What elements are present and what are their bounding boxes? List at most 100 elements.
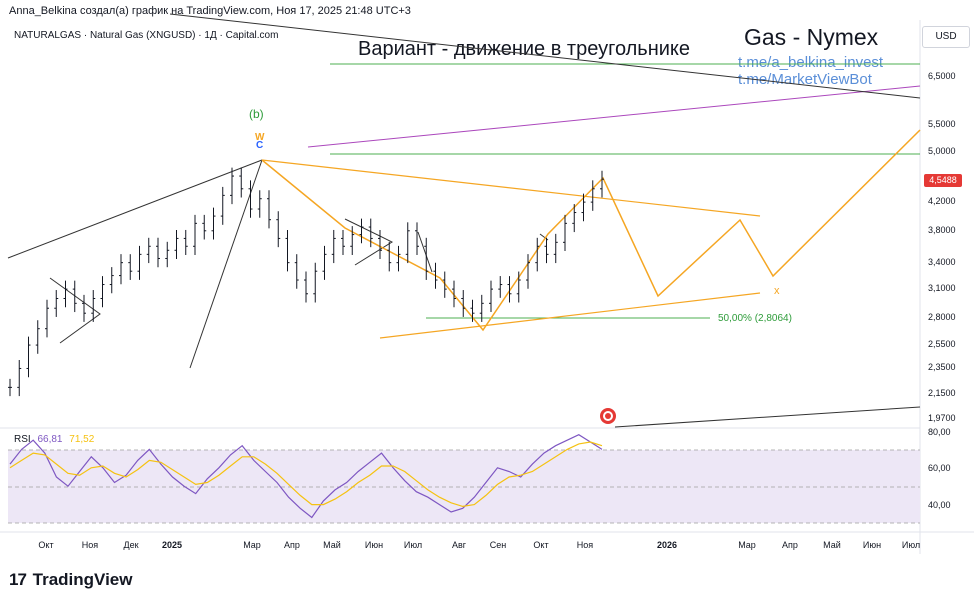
dark-support-line xyxy=(614,406,921,428)
time-tick: Апр xyxy=(284,540,300,550)
telegram-link-bot[interactable]: t.me/MarketViewBot xyxy=(738,71,872,88)
time-tick: Июл xyxy=(901,540,921,550)
time-tick: Окт xyxy=(38,540,54,550)
ohlc-bar xyxy=(442,271,447,298)
ohlc-bar xyxy=(109,267,114,294)
rsi-tick: 60,00 xyxy=(928,463,951,473)
time-tick: Июн xyxy=(862,540,882,550)
ohlc-bar xyxy=(211,207,216,240)
triangle-pattern-1 xyxy=(49,277,101,344)
time-tick: Июн xyxy=(364,540,384,550)
ohlc-bar xyxy=(544,237,549,264)
price-candles xyxy=(8,167,604,397)
price-tick: 3,1000 xyxy=(928,283,956,294)
dark-wave-line xyxy=(189,159,263,369)
symbol-description: NATURALGAS · Natural Gas (XNGUSD) · 1Д ·… xyxy=(14,30,279,41)
ohlc-bar xyxy=(461,290,466,317)
ohlc-bar xyxy=(526,254,530,289)
ohlc-bar xyxy=(433,262,438,289)
ohlc-bar xyxy=(452,280,456,308)
ohlc-bar xyxy=(396,245,401,272)
ohlc-bar xyxy=(387,241,392,272)
ohlc-bar xyxy=(368,218,373,248)
time-tick: Апр xyxy=(782,540,798,550)
ohlc-bar xyxy=(470,299,475,322)
tradingview-logo[interactable]: 17 TradingView xyxy=(9,570,132,590)
ohlc-bar xyxy=(8,378,12,397)
ohlc-bar xyxy=(165,241,170,268)
ohlc-bar xyxy=(563,214,567,252)
ohlc-bar xyxy=(359,218,364,244)
time-tick: Ноя xyxy=(576,540,594,550)
ohlc-bar xyxy=(322,245,327,280)
rsi-legend: RSI 66,81 71,52 xyxy=(14,434,94,445)
ohlc-bar xyxy=(489,280,493,313)
dark-uptrend-line xyxy=(7,159,263,259)
ohlc-bar xyxy=(17,360,22,397)
ohlc-bar xyxy=(498,276,503,298)
time-tick: Май xyxy=(323,540,341,550)
ohlc-bar xyxy=(128,254,133,280)
time-tick: Авг xyxy=(451,540,467,550)
time-tick: Дек xyxy=(123,540,139,550)
ohlc-bar xyxy=(415,222,419,256)
ohlc-bar xyxy=(146,237,151,264)
wave-label-w: W xyxy=(255,132,265,143)
ohlc-bar xyxy=(553,233,558,264)
ohlc-bar xyxy=(26,336,31,378)
ohlc-bar xyxy=(220,186,225,225)
ohlc-bar xyxy=(590,180,595,211)
rsi-value: 66,81 xyxy=(37,434,63,445)
logo-text: TradingView xyxy=(32,570,133,589)
ohlc-bar xyxy=(91,290,96,322)
wave-label-x: x xyxy=(774,285,780,297)
ohlc-bar xyxy=(183,229,188,256)
ohlc-bar xyxy=(239,167,244,198)
rsi-ma-value: 71,52 xyxy=(69,434,95,445)
price-tick: 2,5500 xyxy=(928,339,956,350)
currency-selector[interactable]: USD xyxy=(922,26,970,48)
ohlc-bar xyxy=(294,254,299,289)
ohlc-bar xyxy=(202,214,207,240)
wave-label-c: C xyxy=(256,140,264,151)
rsi-band xyxy=(8,450,920,523)
ohlc-bar xyxy=(285,229,290,272)
ohlc-bar xyxy=(479,294,484,322)
fib-level-label: 50,00% (2,8064) xyxy=(718,313,792,324)
ohlc-bar xyxy=(535,237,540,272)
triangle-pattern-2 xyxy=(344,218,394,266)
ohlc-bar xyxy=(276,211,281,248)
price-tick: 2,3500 xyxy=(928,362,956,373)
ohlc-bar xyxy=(313,262,318,303)
time-tick: Окт xyxy=(533,540,549,550)
ohlc-bar xyxy=(248,180,253,218)
price-tick: 4,2000 xyxy=(928,196,956,207)
time-tick: Мар xyxy=(243,540,261,550)
small-wave-line xyxy=(417,231,433,273)
ohlc-bar xyxy=(405,222,410,264)
ohlc-bar xyxy=(600,170,604,198)
ohlc-bar xyxy=(193,214,197,256)
rsi-line xyxy=(9,434,603,519)
telegram-link-invest[interactable]: t.me/a_belkina_invest xyxy=(738,54,884,71)
price-tick: 5,0000 xyxy=(928,146,956,157)
ohlc-bar xyxy=(424,237,429,280)
ohlc-bar xyxy=(174,229,179,260)
ohlc-bar xyxy=(581,193,586,222)
rsi-ma-line xyxy=(9,441,603,508)
ohlc-bar xyxy=(137,245,142,280)
ohlc-bar xyxy=(35,320,40,354)
price-tick: 1,9700 xyxy=(928,413,956,423)
price-tick: 2,8000 xyxy=(928,312,956,323)
purple-trendline xyxy=(307,85,921,148)
rsi-lines xyxy=(9,434,603,519)
ohlc-bar xyxy=(304,271,308,303)
time-tick: Сен xyxy=(489,540,507,550)
orange-triangle-top xyxy=(261,159,761,217)
rsi-name: RSI xyxy=(14,434,31,445)
ohlc-bar xyxy=(230,167,234,205)
wave-label-b: (b) xyxy=(249,107,264,121)
time-tick: Ноя xyxy=(81,540,99,550)
current-price-badge: 4,5488 xyxy=(924,174,962,187)
